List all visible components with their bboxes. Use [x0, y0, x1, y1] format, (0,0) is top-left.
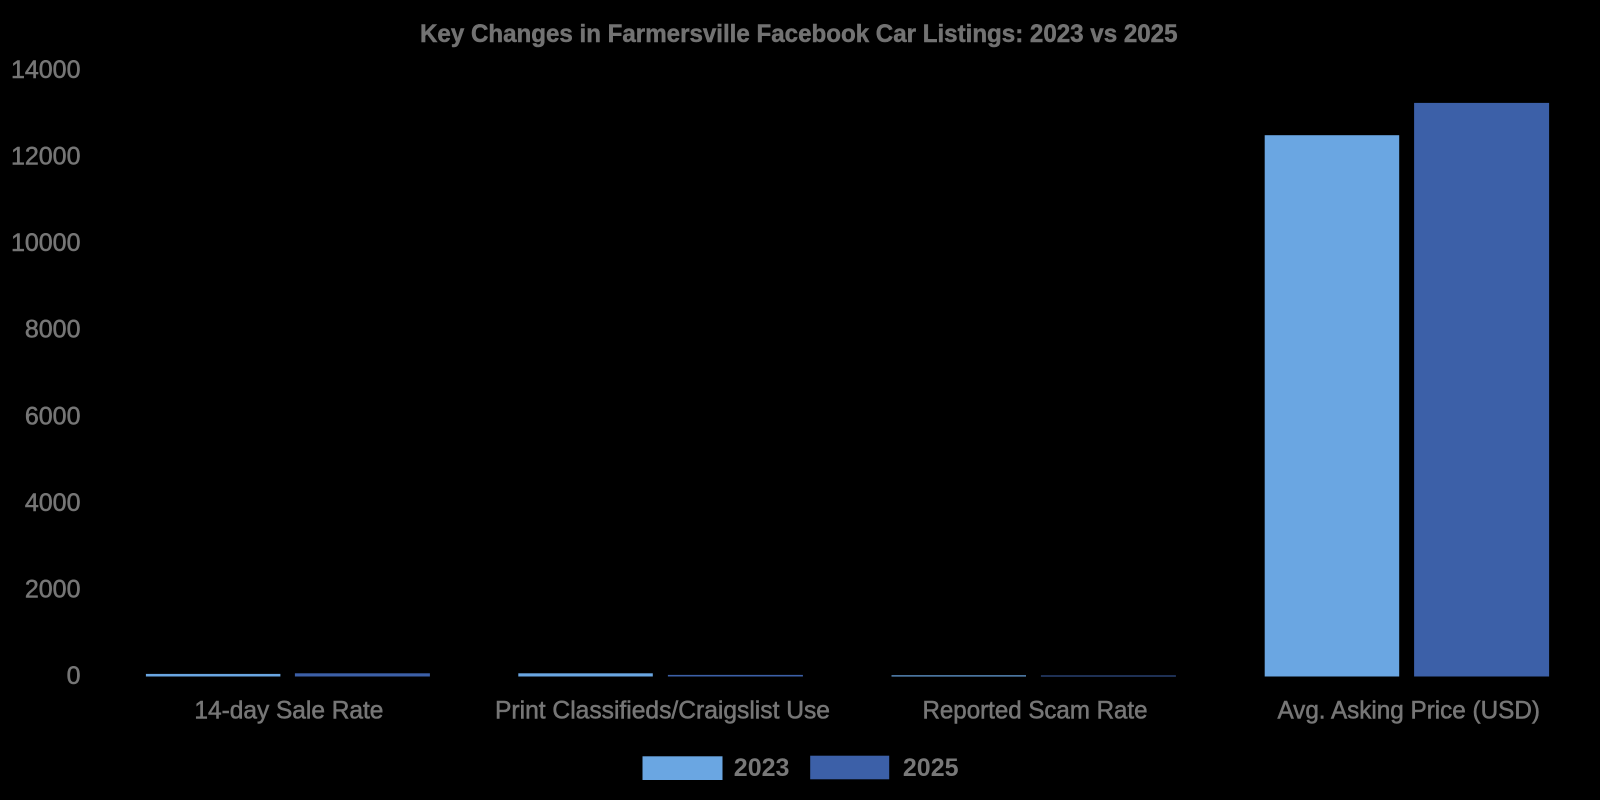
svg-text:6000: 6000 [25, 402, 81, 430]
svg-text:Reported Scam Rate: Reported Scam Rate [923, 697, 1148, 725]
svg-text:Print Classifieds/Craigslist U: Print Classifieds/Craigslist Use [495, 697, 830, 725]
svg-text:8000: 8000 [25, 316, 81, 344]
svg-text:2023: 2023 [734, 754, 790, 782]
svg-text:14-day Sale Rate: 14-day Sale Rate [194, 697, 383, 725]
svg-text:2000: 2000 [25, 576, 81, 604]
svg-text:2025: 2025 [903, 754, 959, 782]
svg-text:Avg. Asking Price (USD): Avg. Asking Price (USD) [1277, 697, 1540, 725]
svg-text:10000: 10000 [11, 229, 81, 257]
svg-text:4000: 4000 [25, 489, 81, 517]
svg-text:Key Changes in Farmersville Fa: Key Changes in Farmersville Facebook Car… [420, 20, 1178, 48]
svg-text:12000: 12000 [11, 142, 81, 170]
svg-text:14000: 14000 [11, 56, 81, 84]
svg-text:0: 0 [67, 662, 81, 690]
